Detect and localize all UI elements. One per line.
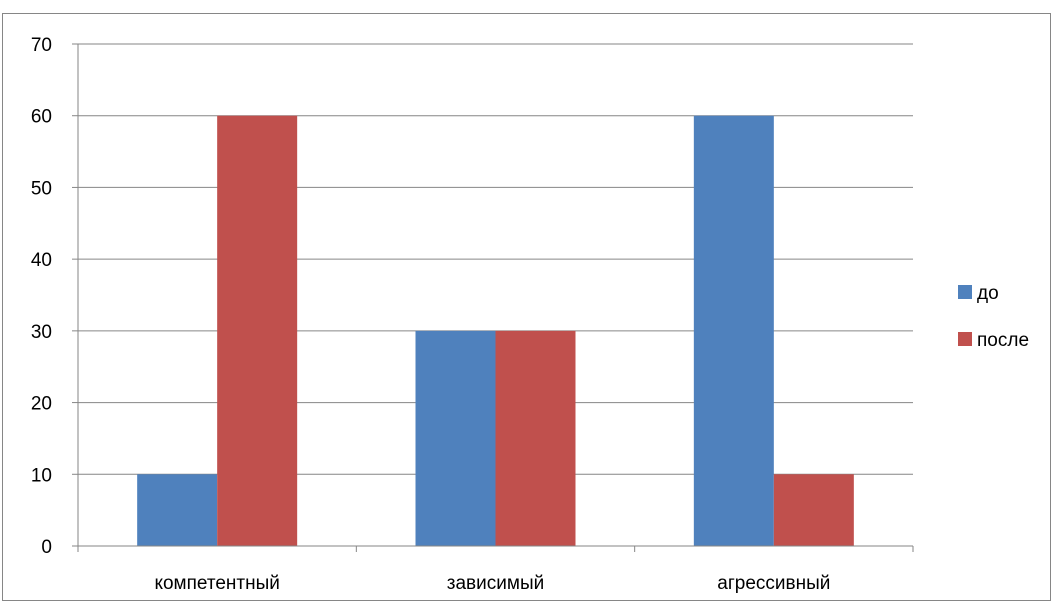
legend: до после [958, 283, 1029, 351]
y-tick-label: 30 [31, 322, 52, 343]
y-tick-label: 20 [31, 394, 52, 415]
y-tick-label: 70 [31, 35, 52, 56]
y-tick-label: 50 [31, 178, 52, 199]
bar-posle-0 [217, 115, 298, 546]
x-tick-label: компетентный [154, 573, 279, 594]
bar-do-1 [415, 330, 496, 546]
x-axis: компетентный зависимый агрессивный [77, 545, 914, 594]
bar-do-2 [693, 115, 774, 546]
y-axis: 0 10 20 30 40 50 60 70 [31, 35, 79, 558]
y-tick-label: 40 [31, 250, 52, 271]
legend-swatch [958, 332, 972, 346]
legend-label: после [977, 330, 1029, 351]
y-tick-label: 10 [31, 465, 52, 486]
bar-posle-2 [773, 474, 854, 546]
y-tick-label: 60 [31, 107, 52, 128]
legend-label: до [977, 283, 999, 304]
y-tick-label: 0 [41, 537, 52, 558]
bar-do-0 [137, 474, 218, 546]
x-tick-label: зависимый [447, 573, 544, 594]
bars [137, 115, 854, 546]
x-tick-label: агрессивный [717, 573, 830, 594]
legend-swatch [958, 285, 972, 299]
bar-posle-1 [495, 330, 576, 546]
